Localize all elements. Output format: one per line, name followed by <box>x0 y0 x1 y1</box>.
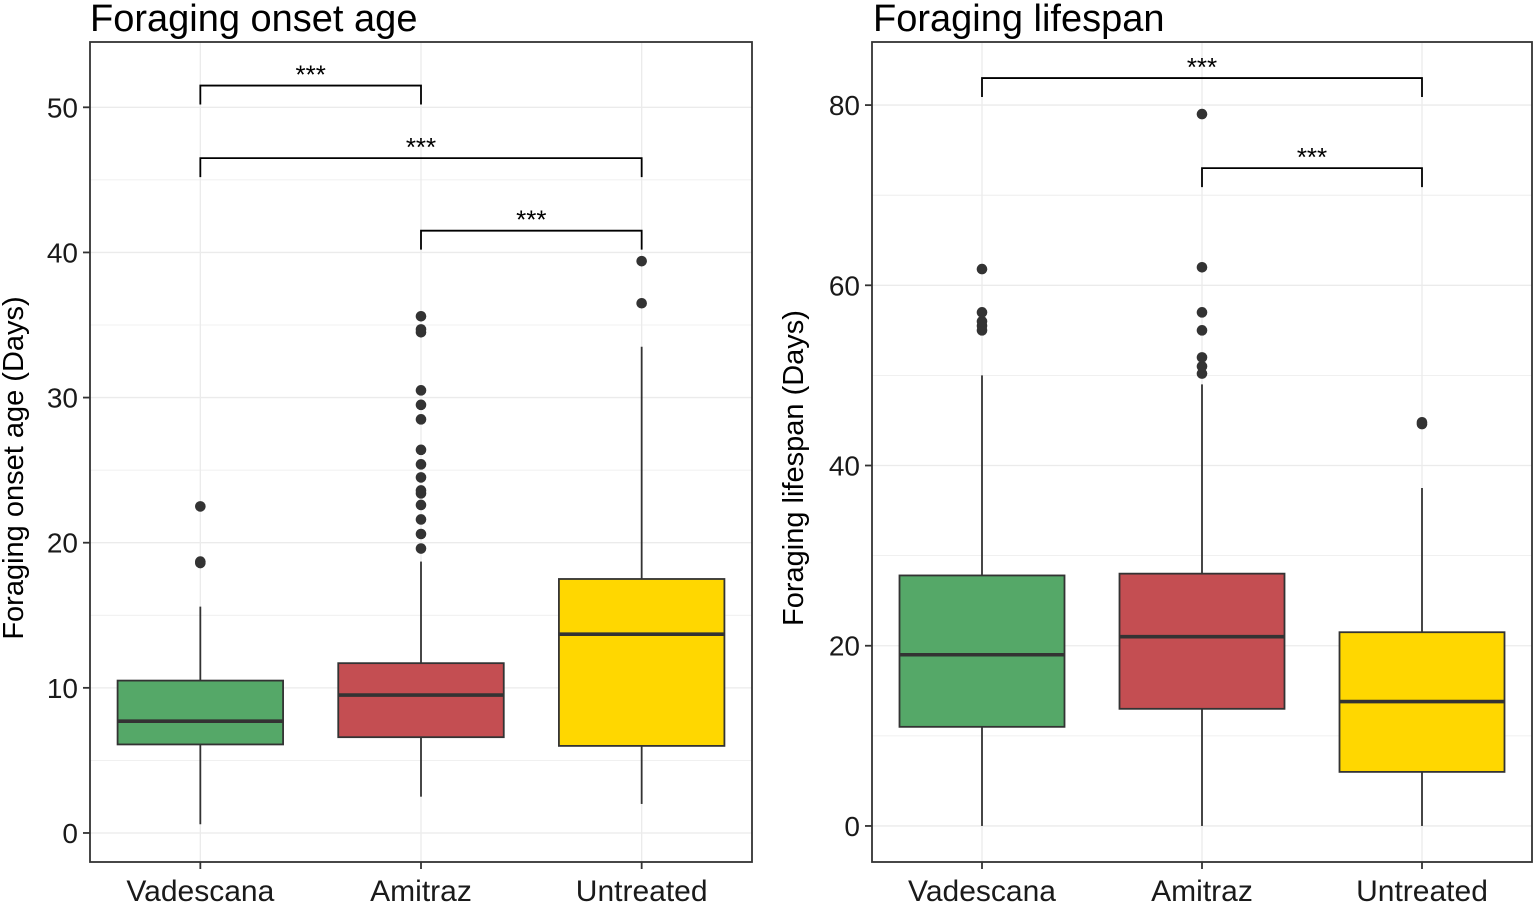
significance-label: *** <box>406 132 436 162</box>
outlier-point <box>976 263 988 275</box>
outlier-point <box>415 311 427 322</box>
y-tick-label: 0 <box>844 811 860 842</box>
outlier-point <box>415 499 427 511</box>
box-amitraz <box>337 311 505 797</box>
outlier-point <box>415 414 427 425</box>
y-axis-label: Foraging lifespan (Days) <box>778 310 810 626</box>
significance-label: *** <box>516 205 546 235</box>
box-amitraz <box>1118 108 1286 826</box>
outlier-point <box>415 385 427 396</box>
significance-bracket: *** <box>199 60 422 105</box>
box-iqr <box>898 574 1066 728</box>
y-tick-label: 0 <box>62 818 78 849</box>
outlier-point <box>415 485 427 496</box>
box-iqr <box>1118 572 1286 710</box>
y-tick-label: 40 <box>47 237 78 268</box>
box-untreated <box>558 255 726 804</box>
outlier-point <box>1196 361 1208 372</box>
outlier-point <box>195 556 206 567</box>
y-tick-label: 10 <box>47 673 78 704</box>
outlier-point <box>415 459 427 470</box>
y-tick-label: 50 <box>47 92 78 123</box>
outlier-point <box>415 514 427 525</box>
box-vadescana <box>898 263 1066 826</box>
panel-title: Foraging lifespan <box>873 0 1165 40</box>
y-tick-label: 20 <box>829 631 860 662</box>
outlier-point <box>195 501 206 512</box>
x-tick-label: Amitraz <box>370 875 472 902</box>
outlier-point <box>415 324 427 335</box>
box-iqr <box>337 662 505 739</box>
outlier-point <box>415 444 427 456</box>
bracket-line <box>981 77 1423 98</box>
panel-foraging-onset-age: Foraging onset age Foraging onset age (D… <box>0 0 753 902</box>
outlier-point <box>1196 325 1208 336</box>
significance-bracket: *** <box>420 205 643 250</box>
panel-foraging-lifespan: Foraging lifespan Foraging lifespan (Day… <box>778 0 1533 902</box>
bracket-line <box>199 84 422 105</box>
outlier-point <box>976 316 988 327</box>
outlier-point <box>1196 307 1208 318</box>
y-tick-label: 80 <box>829 90 860 121</box>
outlier-point <box>1196 352 1208 363</box>
outlier-point <box>636 297 647 309</box>
bracket-line <box>199 157 643 178</box>
y-tick-label: 40 <box>829 451 860 482</box>
bracket-line <box>1201 167 1423 188</box>
outlier-point <box>1196 261 1208 273</box>
y-tick-label: 20 <box>47 528 78 559</box>
box-iqr <box>116 679 284 746</box>
panel-title: Foraging onset age <box>90 0 417 40</box>
outlier-point <box>415 472 427 483</box>
y-tick-label: 60 <box>829 270 860 301</box>
box-untreated <box>1338 416 1506 826</box>
box-iqr <box>558 578 726 747</box>
x-tick-label: Vadescana <box>908 875 1056 902</box>
y-tick-label: 30 <box>47 383 78 414</box>
bracket-line <box>420 229 643 250</box>
significance-label: *** <box>1187 52 1217 82</box>
significance-bracket: *** <box>1201 142 1423 188</box>
significance-label: *** <box>1297 142 1327 172</box>
outlier-point <box>415 543 427 554</box>
outlier-point <box>415 399 427 411</box>
outlier-point <box>1416 416 1428 428</box>
outlier-point <box>1196 108 1208 120</box>
x-tick-label: Untreated <box>576 875 708 902</box>
significance-label: *** <box>295 60 325 90</box>
outlier-point <box>976 307 988 318</box>
outlier-point <box>636 255 647 267</box>
x-tick-label: Untreated <box>1356 875 1488 902</box>
significance-bracket: *** <box>981 52 1423 98</box>
significance-bracket: *** <box>199 132 643 178</box>
y-axis-label: Foraging onset age (Days) <box>0 296 30 639</box>
x-tick-label: Amitraz <box>1151 875 1253 902</box>
box-vadescana <box>116 501 284 825</box>
x-tick-label: Vadescana <box>126 875 274 902</box>
outlier-point <box>415 528 427 540</box>
